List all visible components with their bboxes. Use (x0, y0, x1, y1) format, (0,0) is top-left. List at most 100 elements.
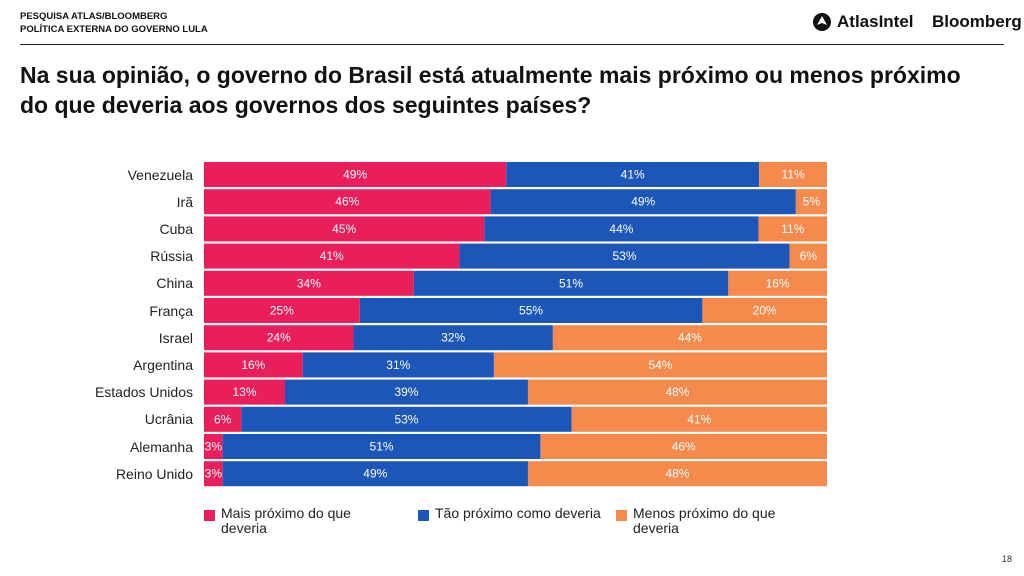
bar-segment-mais-proximo (204, 189, 491, 215)
bar-segment-tao-proximo (222, 461, 528, 487)
bar-segment-tao-proximo (490, 189, 796, 215)
legend-label-menos-proximo: Menos próximo do que deveria (633, 505, 776, 536)
bar-segment-tao-proximo (359, 298, 703, 323)
data-label-mais-proximo: 46% (335, 195, 359, 209)
page-number: 18 (1001, 554, 1012, 564)
bar-segment-mais-proximo (204, 461, 223, 487)
atlasintel-logo-icon (813, 13, 831, 31)
category-label: Ucrânia (144, 411, 193, 428)
category-label: Cuba (159, 220, 193, 237)
legend-label-tao-proximo: Tão próximo como deveria (435, 505, 601, 521)
bar-segment-tao-proximo (284, 379, 528, 405)
bar-segment-menos-proximo (795, 189, 827, 215)
data-label-mais-proximo: 24% (267, 331, 291, 345)
data-label-menos-proximo: 20% (753, 304, 777, 318)
bar-segment-menos-proximo (789, 243, 827, 269)
category-label: Venezuela (127, 166, 193, 183)
bar-segment-menos-proximo (728, 270, 827, 296)
data-label-mais-proximo: 3% (205, 440, 223, 454)
bar-segment-menos-proximo (527, 379, 827, 405)
category-label: Israel (158, 329, 193, 346)
legend-swatch-mais-proximo (204, 510, 215, 521)
data-label-menos-proximo: 41% (687, 412, 711, 426)
data-label-tao-proximo: 39% (394, 385, 418, 399)
data-label-menos-proximo: 46% (672, 440, 696, 454)
legend-item-tao-proximo: Tão próximo como deveria (418, 506, 605, 521)
category-label: Reino Unido (115, 465, 193, 482)
data-label-menos-proximo: 44% (678, 331, 702, 345)
data-label-menos-proximo: 48% (665, 385, 689, 399)
category-label: Alemanha (129, 438, 193, 455)
bloomberg-logo: Bloomberg (932, 12, 1022, 31)
data-label-tao-proximo: 49% (631, 195, 655, 209)
bar-segment-mais-proximo (204, 270, 414, 296)
bar-segment-menos-proximo (702, 298, 827, 323)
bar-segment-menos-proximo (571, 406, 827, 432)
data-label-menos-proximo: 5% (803, 195, 821, 209)
category-label: Estados Unidos (94, 384, 193, 401)
data-label-mais-proximo: 45% (332, 222, 356, 236)
legend-swatch-tao-proximo (418, 510, 429, 521)
data-label-menos-proximo: 48% (665, 467, 689, 481)
data-label-menos-proximo: 11% (782, 168, 805, 182)
data-label-mais-proximo: 34% (297, 276, 321, 290)
category-label: Argentina (133, 356, 193, 373)
category-label: Irã (176, 193, 193, 210)
data-label-tao-proximo: 51% (559, 276, 583, 290)
bar-segment-menos-proximo (527, 461, 827, 487)
bar-segment-tao-proximo (506, 162, 760, 187)
data-label-menos-proximo: 54% (648, 358, 672, 372)
atlasintel-logo-text: AtlasIntel (837, 12, 914, 31)
bar-segment-tao-proximo (459, 243, 790, 269)
legend-item-mais-proximo: Mais próximo do que deveria (204, 506, 391, 536)
data-label-tao-proximo: 53% (394, 412, 418, 426)
bar-segment-mais-proximo (204, 379, 285, 405)
header-divider (20, 44, 1004, 45)
legend-item-menos-proximo: Menos próximo do que deveria (616, 506, 803, 536)
bar-segment-mais-proximo (204, 325, 354, 351)
bar-segment-mais-proximo (204, 298, 360, 323)
bar-segment-mais-proximo (204, 243, 460, 269)
bar-segment-menos-proximo (758, 216, 827, 242)
data-label-tao-proximo: 49% (363, 467, 387, 481)
bar-segment-mais-proximo (204, 162, 507, 187)
atlasintel-logo: AtlasIntel (812, 12, 914, 32)
bar-segment-menos-proximo (552, 325, 827, 351)
bar-segment-mais-proximo (204, 352, 303, 378)
data-label-tao-proximo: 51% (370, 440, 394, 454)
data-label-mais-proximo: 25% (270, 304, 294, 318)
bar-segment-tao-proximo (353, 325, 553, 351)
bar-segment-tao-proximo (241, 406, 572, 432)
bar-segment-tao-proximo (302, 352, 494, 378)
bar-segment-tao-proximo (484, 216, 759, 242)
data-label-mais-proximo: 16% (241, 358, 265, 372)
category-label: França (149, 302, 193, 319)
data-label-mais-proximo: 3% (205, 467, 223, 481)
bar-segment-mais-proximo (204, 216, 485, 242)
data-label-tao-proximo: 53% (613, 249, 637, 263)
bar-segment-mais-proximo (204, 406, 242, 432)
bar-segment-tao-proximo (222, 434, 541, 459)
data-label-tao-proximo: 41% (621, 168, 645, 182)
bar-segment-menos-proximo (493, 352, 827, 378)
header-survey-info: PESQUISA ATLAS/BLOOMBERG POLÍTICA EXTERN… (20, 10, 208, 36)
data-label-mais-proximo: 41% (320, 249, 344, 263)
category-label: China (156, 275, 193, 292)
data-label-tao-proximo: 55% (519, 304, 543, 318)
bar-segment-menos-proximo (540, 434, 827, 459)
bar-segment-mais-proximo (204, 434, 223, 459)
data-label-mais-proximo: 6% (214, 412, 232, 426)
chart-title: Na sua opinião, o governo do Brasil está… (20, 62, 961, 118)
header-survey-line-2: POLÍTICA EXTERNA DO GOVERNO LULA (20, 24, 208, 35)
bar-segment-tao-proximo (413, 270, 729, 296)
legend-swatch-menos-proximo (616, 510, 627, 521)
data-label-menos-proximo: 16% (766, 276, 790, 290)
data-label-tao-proximo: 32% (441, 331, 465, 345)
bar-segment-menos-proximo (759, 162, 827, 187)
data-label-menos-proximo: 11% (781, 222, 804, 236)
data-label-tao-proximo: 44% (609, 222, 633, 236)
data-label-tao-proximo: 31% (386, 358, 410, 372)
data-label-mais-proximo: 13% (232, 385, 256, 399)
header-survey-line-1: PESQUISA ATLAS/BLOOMBERG (20, 11, 168, 22)
